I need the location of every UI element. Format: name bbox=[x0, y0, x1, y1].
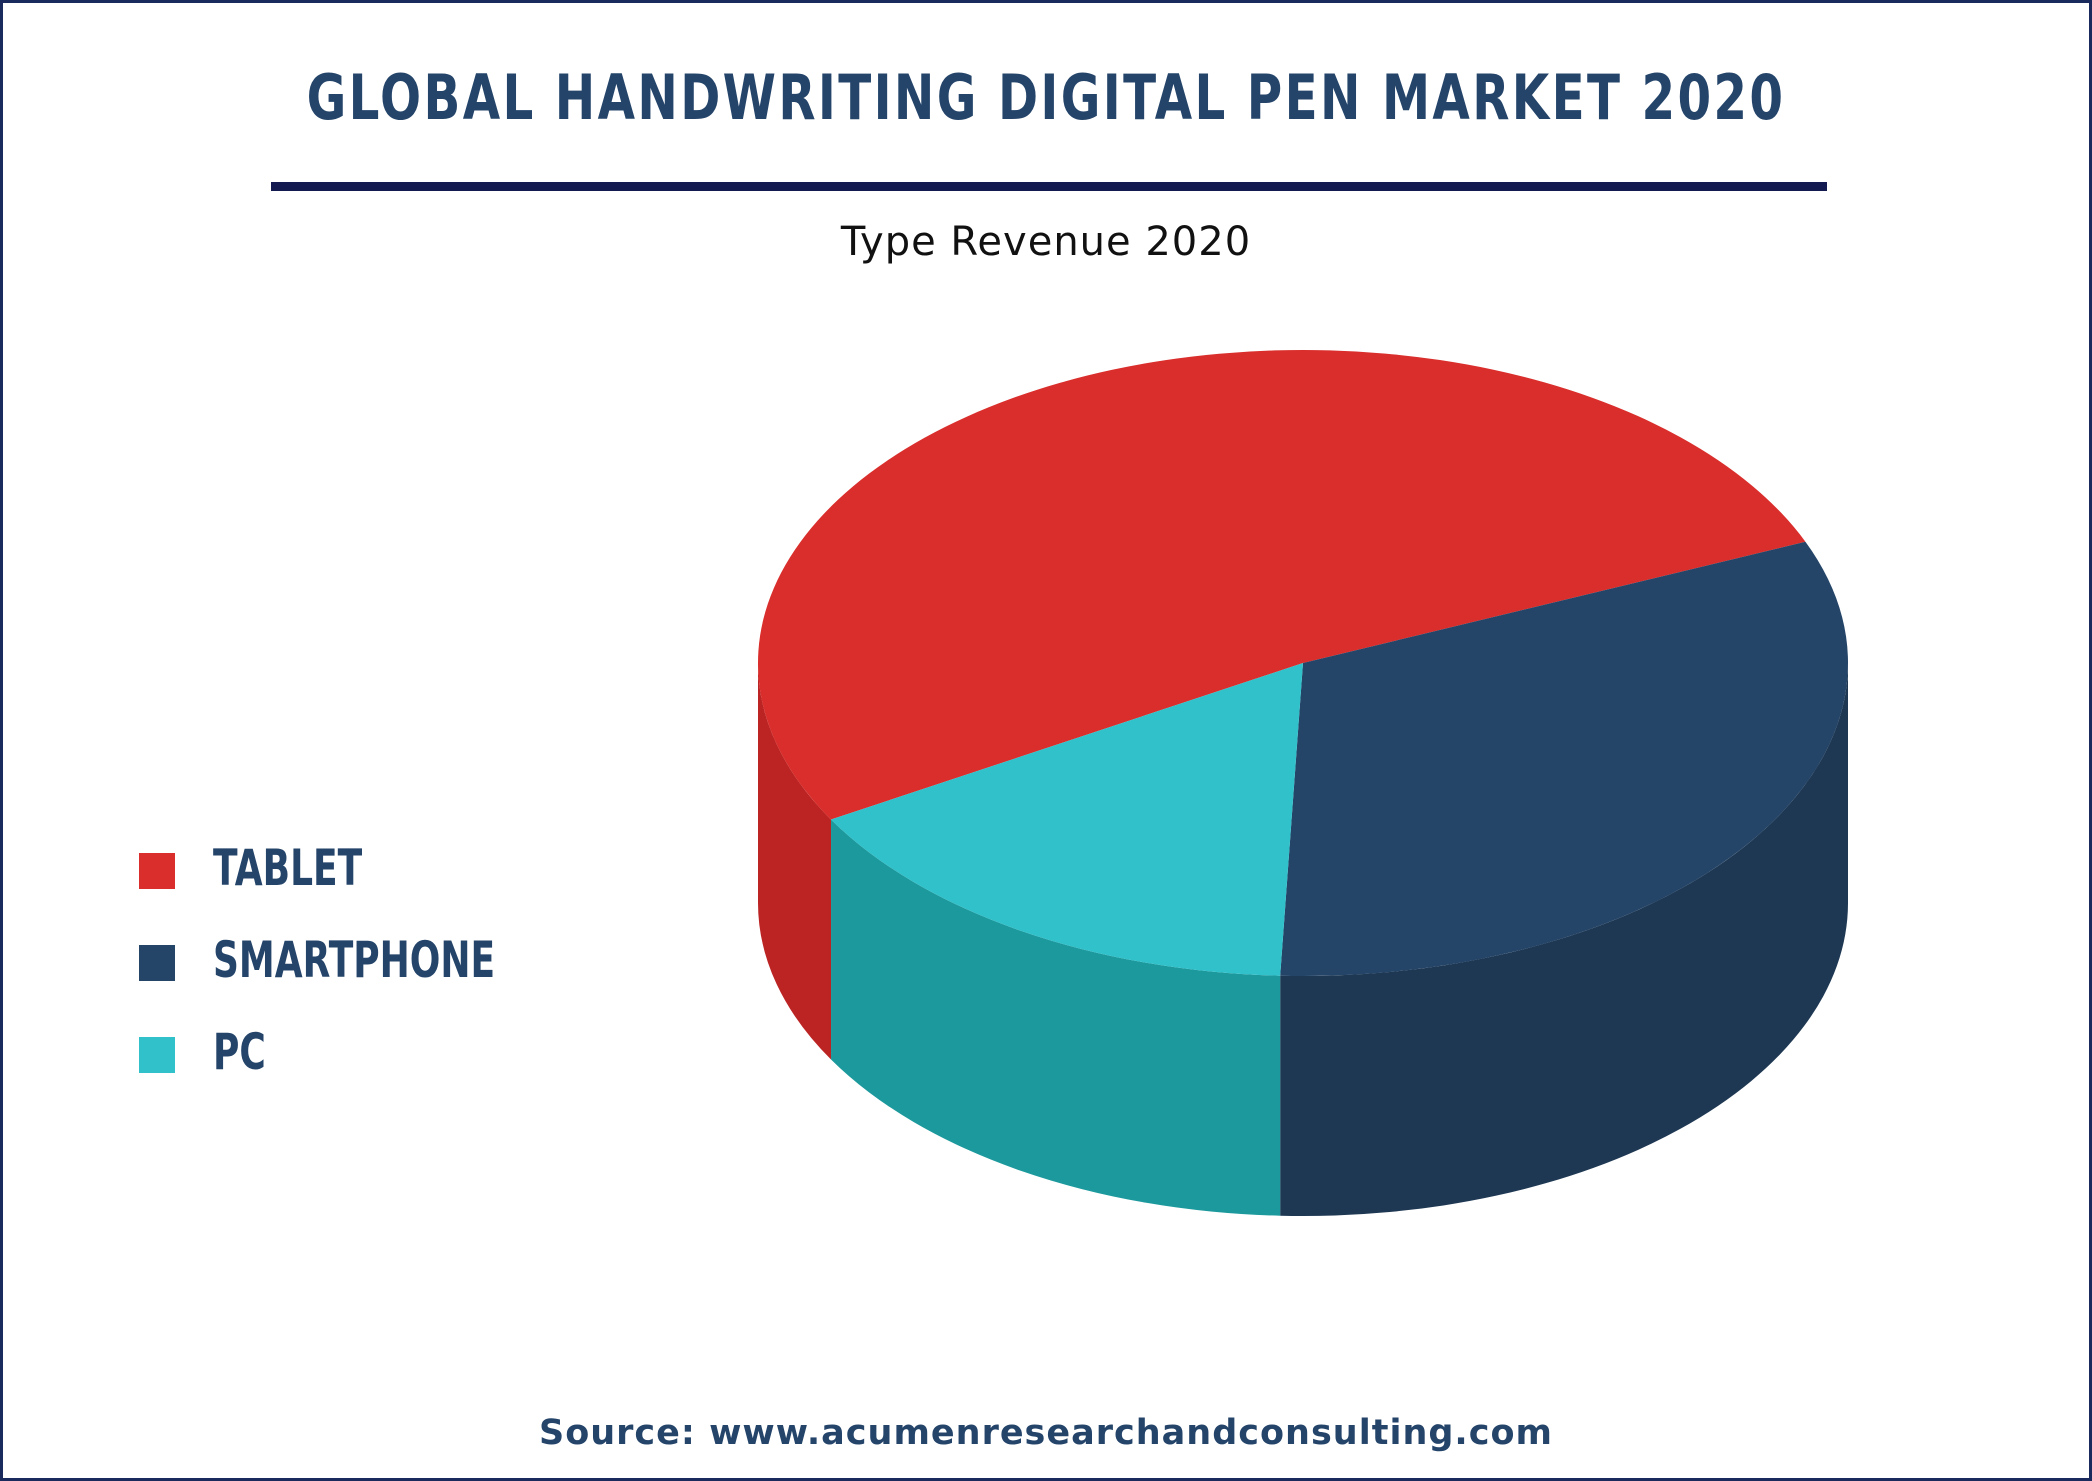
legend-label-tablet: TABLET bbox=[213, 839, 363, 897]
pie-top bbox=[757, 349, 1848, 977]
pie-side-tablet bbox=[758, 663, 832, 1060]
legend-swatch-pc bbox=[139, 1037, 175, 1073]
pie-side-pc bbox=[831, 819, 1281, 1216]
pie-side-smartphone bbox=[1280, 663, 1849, 1216]
legend-swatch-tablet bbox=[139, 853, 175, 889]
source-credit: Source: www.acumenresearchandconsulting.… bbox=[539, 1413, 1553, 1453]
pie-slice-pc bbox=[831, 663, 1303, 976]
pie-slice-tablet bbox=[757, 349, 1806, 820]
chart-title: Type Revenue 2020 bbox=[840, 219, 1252, 265]
legend-swatch-smartphone bbox=[139, 945, 175, 981]
pie-sides bbox=[758, 663, 1849, 1216]
legend-label-smartphone: SMARTPHONE bbox=[213, 931, 496, 989]
title-divider bbox=[271, 182, 1827, 191]
pie-slice-smartphone bbox=[1280, 541, 1848, 977]
page-title: GLOBAL HANDWRITING DIGITAL PEN MARKET 20… bbox=[306, 61, 1786, 134]
legend-label-pc: PC bbox=[213, 1023, 266, 1081]
pie-chart bbox=[757, 349, 1849, 1216]
